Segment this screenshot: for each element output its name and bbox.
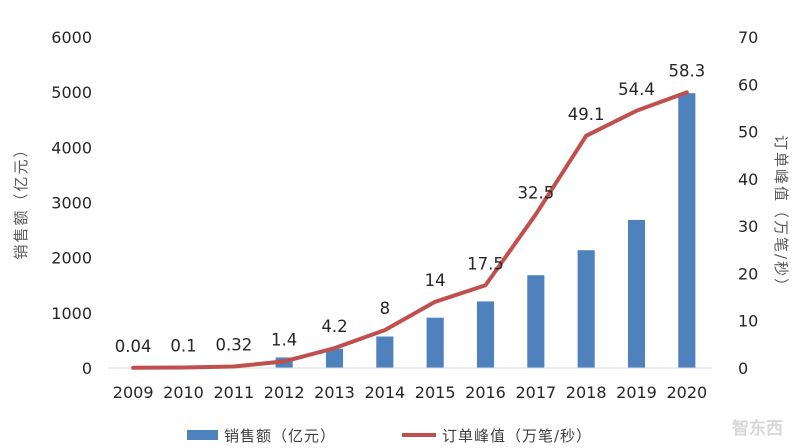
peak-line [131,90,689,370]
right-tick-label: 60 [738,75,758,94]
peak-data-label: 32.5 [517,183,554,202]
left-axis-ticks: 0 1000 2000 3000 4000 5000 6000 [51,28,92,378]
peak-data-label: 0.04 [115,337,152,356]
sales-bars [124,93,696,368]
peak-data-label: 54.4 [618,80,655,99]
x-tick-label: 2012 [264,383,305,402]
left-axis-title: 销售额（亿元） [12,140,30,259]
right-tick-label: 50 [738,123,758,142]
left-tick-label: 4000 [51,138,92,157]
legend-bar-label: 销售额（亿元） [224,427,336,445]
left-tick-label: 3000 [51,194,92,213]
right-tick-label: 40 [738,170,758,189]
sales-bar [476,301,495,368]
sales-bar [325,348,344,368]
x-tick-label: 2011 [213,383,254,402]
x-tick-label: 2009 [113,383,154,402]
peak-data-label: 58.3 [668,61,705,80]
peak-data-label: 1.4 [271,330,297,349]
x-tick-label: 2015 [415,383,456,402]
peak-data-label: 8 [380,299,391,318]
peak-line-group [131,90,689,370]
x-axis-ticks: 2009 2010 2011 2012 2013 2014 2015 2016 2017 2018… [113,383,707,402]
x-tick-label: 2018 [566,383,607,402]
x-tick-label: 2017 [515,383,556,402]
legend-bar-swatch [187,430,218,440]
x-tick-label: 2014 [364,383,405,402]
x-tick-label: 2019 [616,383,657,402]
x-tick-label: 2013 [314,383,355,402]
x-tick-label: 2020 [666,383,707,402]
watermark-logo: 智东西 [732,418,783,439]
peak-data-label: 0.1 [170,337,196,356]
peak-data-label: 49.1 [568,105,605,124]
peak-data-labels: 0.04 0.1 0.32 1.4 4.2 8 14 17.5 32.5 49.1 54.4 58.3 [115,61,705,355]
peak-data-label: 4.2 [321,317,347,336]
left-tick-label: 5000 [51,83,92,102]
sales-bar [678,93,696,368]
x-tick-label: 2016 [465,383,506,402]
legend-line-label: 订单峰值（万笔/秒） [442,427,592,445]
sales-bar [527,275,545,368]
left-tick-label: 1000 [51,304,92,323]
left-tick-label: 0 [82,359,92,378]
peak-data-label: 0.32 [215,335,252,354]
right-tick-label: 0 [738,359,748,378]
peak-data-label: 14 [425,271,446,290]
sales-bar [376,336,394,368]
right-tick-label: 10 [738,312,758,331]
peak-data-label: 17.5 [467,254,504,273]
legend: 销售额（亿元） 订单峰值（万笔/秒） [187,427,592,445]
right-axis-title: 订单峰值（万笔/秒） [772,135,790,295]
sales-bar [627,219,646,368]
sales-bar [577,250,595,368]
sales-bar [426,317,444,368]
right-tick-label: 20 [738,264,758,283]
left-tick-label: 2000 [51,249,92,268]
right-tick-label: 70 [738,28,758,47]
right-tick-label: 30 [738,217,758,236]
right-axis-ticks: 0 10 20 30 40 50 60 70 [738,28,758,378]
x-tick-label: 2010 [163,383,204,402]
left-tick-label: 6000 [51,28,92,47]
